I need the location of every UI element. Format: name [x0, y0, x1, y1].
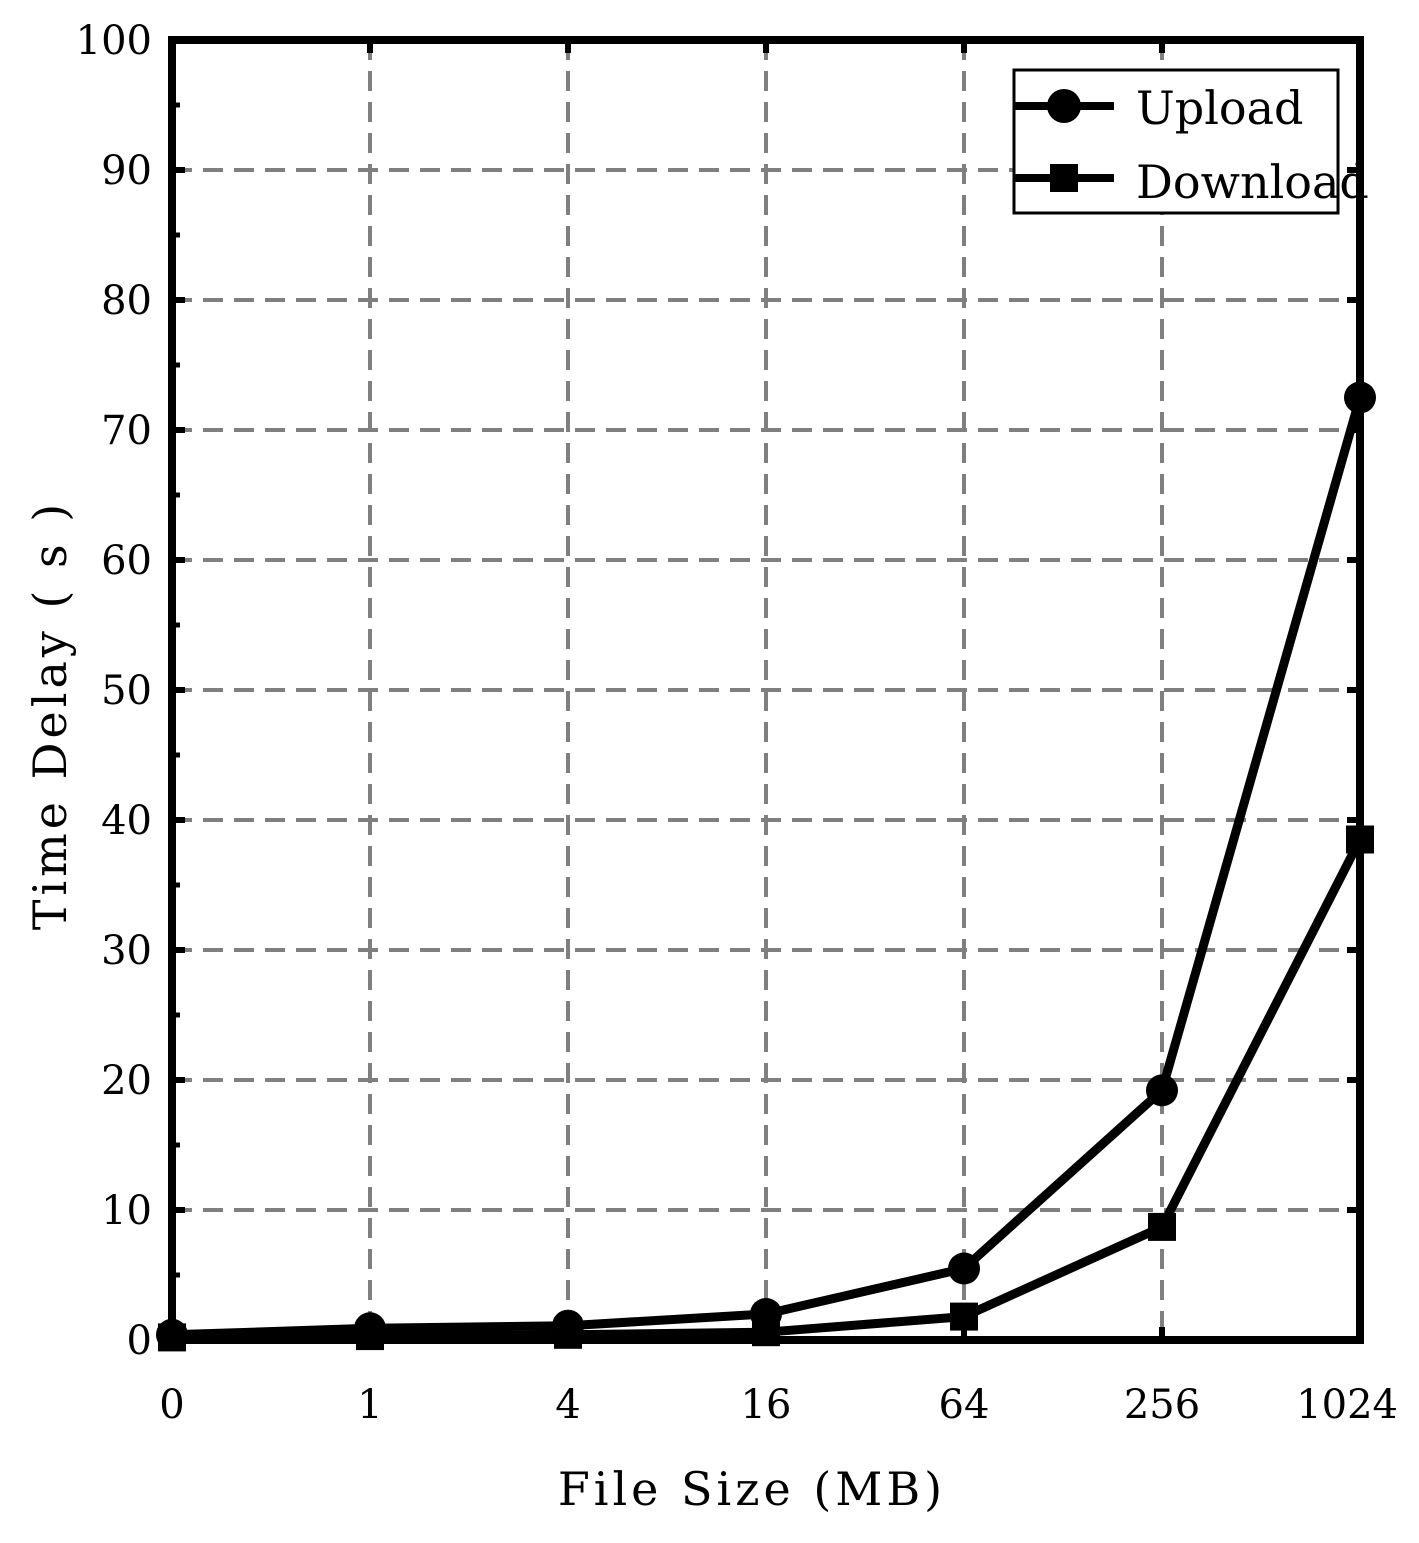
tick-layer: 0 10 20 30 40 50 60 70 80 90 100 0 1 4 16 64 256 1024 [76, 18, 1398, 1428]
upload-point [948, 1252, 980, 1285]
y-tick-label: 20 [101, 1058, 152, 1104]
y-tick-label: 0 [127, 1318, 152, 1364]
upload-point [1146, 1074, 1178, 1107]
y-tick-label: 90 [101, 148, 152, 194]
legend: Upload Download [1012, 68, 1369, 215]
y-tick-label: 60 [101, 538, 152, 584]
legend-upload-marker [1047, 89, 1081, 123]
x-tick-label: 4 [555, 1382, 580, 1428]
legend-upload-label: Upload [1136, 81, 1304, 135]
x-tick-label: 1 [357, 1382, 382, 1428]
x-tick-label: 64 [939, 1382, 990, 1428]
y-tick-label: 50 [101, 668, 152, 714]
x-tick-label: 1024 [1296, 1382, 1398, 1428]
x-tick-label: 0 [159, 1382, 184, 1428]
download-point [1148, 1212, 1176, 1241]
y-tick-label: 70 [101, 408, 152, 454]
legend-download-marker [1050, 164, 1078, 192]
x-axis-title: File Size (MB) [558, 1462, 946, 1516]
x-tick-label: 256 [1124, 1382, 1200, 1428]
y-tick-label: 40 [101, 798, 152, 844]
grid-layer [172, 40, 1360, 1340]
download-point [950, 1302, 978, 1331]
x-tick-label: 16 [741, 1382, 792, 1428]
y-tick-label: 80 [101, 278, 152, 324]
legend-download-label: Download [1136, 155, 1369, 209]
y-tick-label: 10 [101, 1188, 152, 1234]
y-tick-label: 30 [101, 928, 152, 974]
y-axis-title: Time Delay ( s ) [23, 500, 77, 930]
y-tick-label: 100 [76, 18, 152, 64]
